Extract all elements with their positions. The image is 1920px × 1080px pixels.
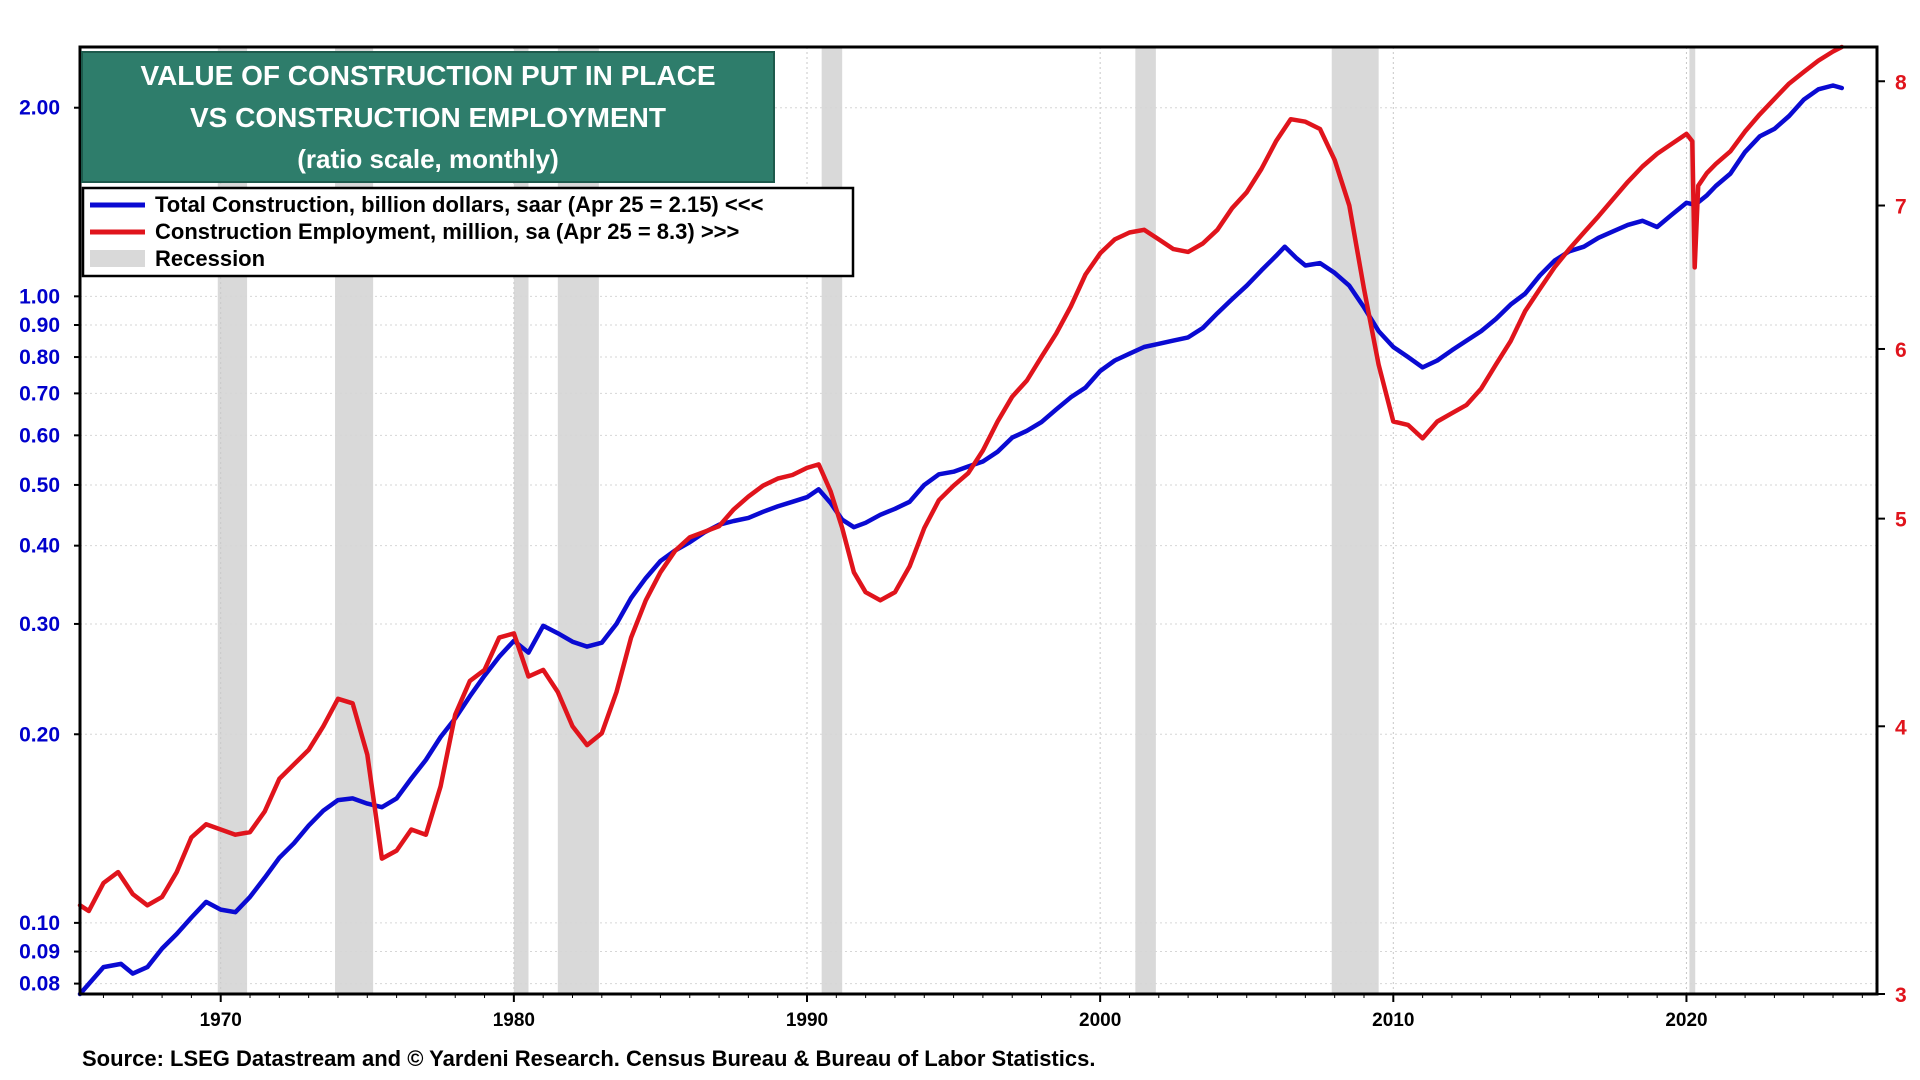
left-tick-label: 1.00 [19,285,60,308]
right-tick-label: 6 [1895,339,1907,362]
axis-layer: 0.08 0.09 0.10 1.00 0.90 0.80 0.70 0.60 0.50 0.40… [19,71,1907,1031]
series-line-employment [77,44,1845,914]
right-tick-label: 4 [1895,716,1907,739]
x-tick-label: 1990 [786,1010,828,1031]
legend-label-recession: Recession [155,246,265,271]
series-layer [77,44,1845,997]
left-tick-label: 0.70 [19,382,60,405]
legend-box [81,186,855,278]
legend-swatch-recession [90,250,145,267]
chart-title-line-1: VALUE OF CONSTRUCTION PUT IN PLACE [140,60,715,91]
x-tick-label: 2010 [1372,1010,1414,1031]
legend-label-construction: Total Construction, billion dollars, saa… [155,192,763,217]
recession-bar [1689,47,1696,994]
right-tick-label: 3 [1895,984,1907,1007]
x-tick-label: 2000 [1079,1010,1121,1031]
legend-label-employment: Construction Employment, million, sa (Ap… [155,219,739,244]
recession-bar [1135,47,1156,994]
recession-bar [821,47,843,994]
left-tick-label: 0.20 [19,723,60,746]
left-tick-label: 0.60 [19,424,60,447]
left-tick-label: 0.30 [19,613,60,636]
left-tick-label: 0.90 [19,314,60,337]
chart-title-line-2: VS CONSTRUCTION EMPLOYMENT [190,102,666,133]
title-box: VALUE OF CONSTRUCTION PUT IN PLACE VS CO… [81,51,775,183]
source-note: Source: LSEG Datastream and © Yardeni Re… [82,1046,1095,1071]
chart-subtitle: (ratio scale, monthly) [297,144,559,174]
recession-bar [513,47,529,994]
right-tick-label: 5 [1895,509,1907,532]
right-tick-label: 8 [1895,71,1907,94]
left-tick-label: 0.40 [19,535,60,558]
title-background [81,51,775,183]
left-tick-label: 0.80 [19,346,60,369]
left-tick-label: 0.10 [19,912,60,935]
x-tick-label: 1980 [493,1010,535,1031]
left-tick-label: 0.08 [19,973,60,996]
left-tick-label: 0.09 [19,941,60,964]
x-tick-label: 1970 [200,1010,242,1031]
left-tick-label: 2.00 [19,97,60,120]
right-tick-label: 7 [1895,196,1907,219]
recession-bar [1331,47,1379,994]
legend: Total Construction, billion dollars, saa… [81,186,855,278]
x-tick-label: 2020 [1665,1010,1707,1031]
plot-frame [78,45,1879,996]
left-tick-label: 0.50 [19,474,60,497]
